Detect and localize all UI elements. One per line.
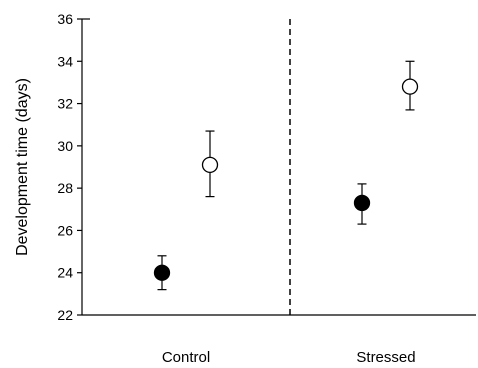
y-axis-label: Development time (days) [14,78,31,256]
point-open-circle-stressed [401,60,419,111]
y-tick-label: 34 [57,53,73,69]
x-axis [82,18,476,316]
point-filled-circle-control [153,255,171,291]
group-label-control: Control [162,349,210,366]
point-open-circle-control [201,130,219,198]
y-tick-label: 28 [57,180,73,196]
y-tick-label: 36 [57,11,73,27]
y-tick-label: 30 [57,138,73,154]
y-tick-label: 26 [57,222,73,238]
data-point-filled-circle [153,264,171,281]
group-label-stressed: Stressed [356,349,415,366]
group-labels: Control Stressed [162,349,416,366]
y-axis: 22 24 26 28 30 32 34 36 [57,11,83,323]
y-tick-label: 32 [57,96,73,112]
data-marks [153,60,419,291]
data-point-open-circle [201,156,219,174]
data-point-open-circle [401,78,419,95]
y-tick-label: 24 [57,265,73,281]
y-tick-label: 22 [57,307,73,323]
data-point-filled-circle [353,194,371,212]
point-filled-circle-stressed [353,183,371,225]
